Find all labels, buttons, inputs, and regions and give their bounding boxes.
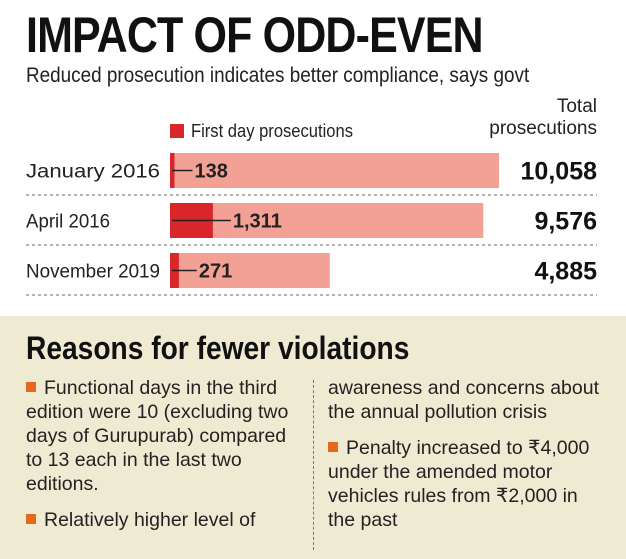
total-prosecutions-header: Total prosecutions	[489, 96, 597, 140]
prosecutions-bar-chart: January 2016 138 10,058 April 2016 1,311 9,57…	[26, 153, 598, 296]
reason-item: Functional days in the third edition wer…	[26, 376, 296, 496]
category-label: April 2016	[26, 212, 110, 233]
reason-text: Functional days in the third edition wer…	[26, 377, 289, 495]
total-header-line-1: Total	[556, 96, 597, 117]
page-title: IMPACT OF ODD-EVEN	[26, 7, 484, 63]
bullet-square-icon	[26, 382, 36, 392]
reason-text: Penalty increased to ₹4,000 under the am…	[328, 437, 590, 531]
chart-legend: First day prosecutions	[170, 120, 367, 141]
legend-label-first-day: First day prosecutions	[191, 120, 353, 141]
category-label: January 2016	[26, 162, 160, 183]
reasons-right-column: awareness and concerns about the annual …	[328, 376, 608, 544]
total-header-line-2: prosecutions	[489, 118, 597, 139]
legend-swatch-first-day	[170, 124, 184, 138]
reason-item: Penalty increased to ₹4,000 under the am…	[328, 436, 608, 532]
page-subtitle: Reduced prosecution indicates better com…	[26, 64, 530, 87]
first-day-value-label: 271	[199, 261, 232, 283]
total-bar	[170, 153, 499, 188]
total-value-label: 4,885	[534, 258, 597, 286]
bullet-square-icon	[26, 514, 36, 524]
bullet-square-icon	[328, 442, 338, 452]
category-label: November 2019	[26, 262, 160, 283]
first-day-value-label: 1,311	[233, 211, 282, 233]
reason-item: Relatively higher level of	[26, 508, 296, 532]
reasons-title: Reasons for fewer violations	[26, 330, 410, 366]
column-divider	[313, 380, 314, 550]
reason-text: awareness and concerns about the annual …	[328, 377, 600, 423]
reason-item: awareness and concerns about the annual …	[328, 376, 608, 424]
reason-text: Relatively higher level of	[44, 509, 256, 531]
total-value-label: 10,058	[521, 158, 598, 186]
first-day-value-label: 138	[195, 161, 228, 183]
reasons-left-column: Functional days in the third edition wer…	[26, 376, 296, 544]
reasons-panel: Reasons for fewer violations Functional …	[0, 316, 626, 559]
total-value-label: 9,576	[534, 208, 597, 236]
